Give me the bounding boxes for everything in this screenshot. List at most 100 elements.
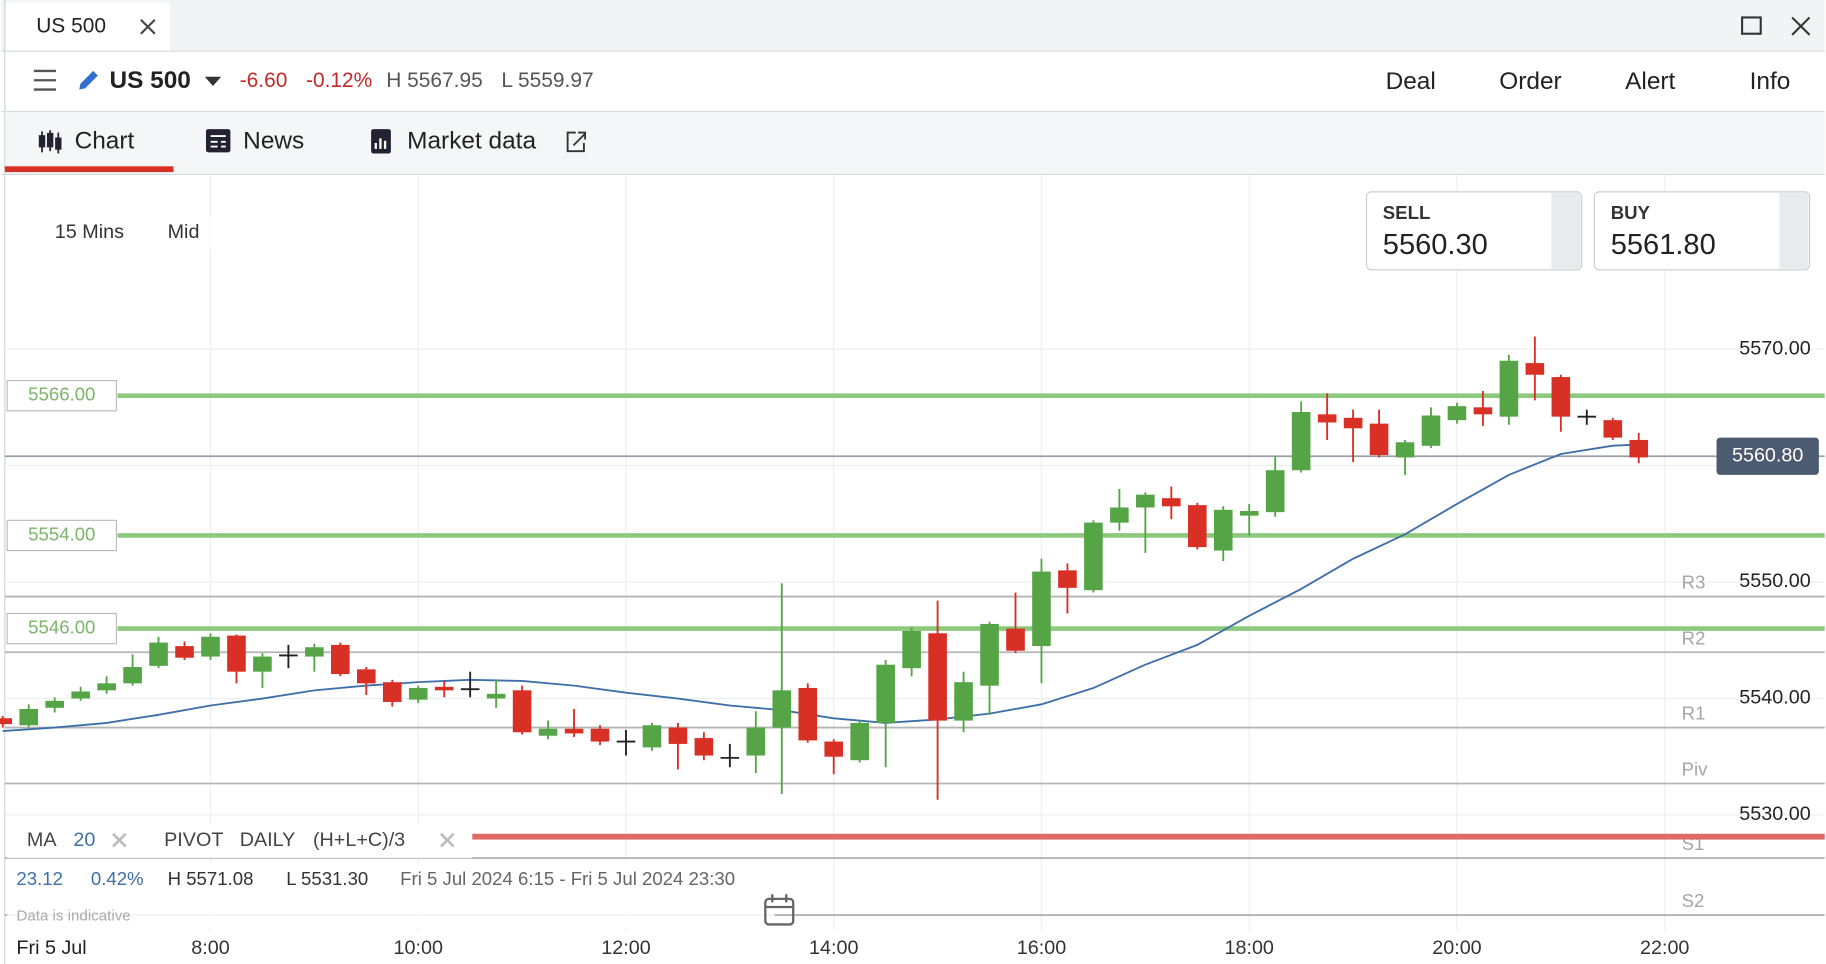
active-tab-indicator <box>4 166 174 173</box>
change-pct: -0.12% <box>306 69 372 92</box>
level-label: 5554.00 <box>28 523 95 544</box>
x-tick-label: 20:00 <box>1432 937 1481 959</box>
candle-body <box>175 646 194 658</box>
action-button[interactable]: Deal <box>1386 68 1436 95</box>
candle-body <box>512 690 532 733</box>
candle-body <box>1084 522 1103 591</box>
buy-label: BUY <box>1611 202 1651 223</box>
external-link-icon[interactable] <box>566 131 587 153</box>
candle-body <box>980 623 999 686</box>
stat-low: L 5531.30 <box>286 868 368 889</box>
candle-body <box>331 644 350 675</box>
remove-indicator[interactable] <box>112 832 127 848</box>
sell-label: SELL <box>1383 202 1431 223</box>
nav-tab[interactable]: Market data <box>407 127 536 154</box>
edit-icon[interactable] <box>79 70 98 90</box>
buy-price: 5561.80 <box>1611 229 1716 261</box>
candle-body <box>1136 494 1155 508</box>
pivot-bar <box>472 833 1825 840</box>
close-window[interactable] <box>1791 16 1811 36</box>
candle-body <box>1421 415 1441 446</box>
candle-body <box>564 728 584 734</box>
tab-title: US 500 <box>36 14 106 37</box>
market-data-icon <box>371 129 391 154</box>
y-tick-label: 5550.00 <box>1739 570 1810 592</box>
candle-body <box>954 682 973 721</box>
candle-body <box>1473 407 1493 415</box>
remove-indicator[interactable] <box>439 832 455 848</box>
tab-bar <box>1 0 1825 52</box>
x-axis-bg <box>5 933 1825 964</box>
last-price-tag <box>1716 437 1819 475</box>
controls-bg <box>36 216 211 249</box>
instrument[interactable]: US 500 <box>109 67 190 94</box>
legend-indicator[interactable]: MA <box>27 829 57 851</box>
menu-icon[interactable] <box>33 69 56 91</box>
legend-param: 20 <box>73 829 95 851</box>
level-label-box[interactable] <box>6 379 118 412</box>
candle-body <box>590 728 610 742</box>
stat-range: Fri 5 Jul 2024 6:15 - Fri 5 Jul 2024 23:… <box>400 868 735 889</box>
level-label-box[interactable] <box>6 612 118 645</box>
candle-body <box>928 633 947 721</box>
dropdown-caret[interactable] <box>204 76 222 87</box>
y-tick-label: 5530.00 <box>1739 803 1810 825</box>
action-button[interactable]: Order <box>1499 68 1561 95</box>
timeframe[interactable]: 15 Mins <box>55 221 124 243</box>
action-button[interactable]: Info <box>1750 68 1791 95</box>
candle-body <box>772 690 792 728</box>
chart-icon <box>38 130 62 154</box>
plot-area: 5530.005540.005550.005560.005570.00R3R2R… <box>0 174 1825 931</box>
candle-body <box>45 700 64 708</box>
date-label: Fri 5 Jul <box>16 937 86 959</box>
pivot-label: R3 <box>1682 572 1706 593</box>
x-tick-label: 16:00 <box>1017 937 1066 959</box>
buy-box[interactable] <box>1593 191 1811 271</box>
candle-body <box>123 667 142 684</box>
candle-body <box>1499 360 1519 417</box>
nav-tab[interactable]: News <box>243 127 304 154</box>
candle-body <box>824 741 844 757</box>
candle-body <box>1525 363 1545 375</box>
candle-body <box>1032 571 1051 647</box>
candle-body <box>876 664 895 723</box>
legend-indicator[interactable]: PIVOT <box>164 829 223 851</box>
candle-body <box>1265 470 1285 513</box>
tab-close[interactable] <box>140 19 156 35</box>
candle-body <box>1110 507 1129 523</box>
candle-body <box>1603 420 1623 438</box>
day-low: L 5559.97 <box>501 69 593 92</box>
maximize[interactable] <box>1741 16 1762 35</box>
candle-body <box>1551 377 1571 417</box>
sell-box[interactable] <box>1365 191 1583 271</box>
candle-body <box>850 722 869 761</box>
legend-formula: (H+L+C)/3 <box>313 829 405 851</box>
ma-line <box>2 443 1639 733</box>
candle-body <box>1162 498 1181 507</box>
candle-body <box>1629 439 1649 458</box>
x-tick-label: 12:00 <box>601 937 650 959</box>
y-tick-label: 5570.00 <box>1739 337 1810 359</box>
calendar-icon[interactable] <box>764 894 795 926</box>
nav-tab[interactable]: Chart <box>75 127 135 154</box>
candle-body <box>1317 414 1337 423</box>
tab[interactable] <box>4 2 170 52</box>
price-type[interactable]: Mid <box>168 221 200 243</box>
day-high: H 5567.95 <box>386 69 483 92</box>
x-tick-label: 8:00 <box>191 937 229 959</box>
stat-change: 23.12 <box>16 868 63 889</box>
candle-body <box>1447 406 1467 421</box>
candle-body <box>1058 570 1077 588</box>
candle-body <box>227 635 246 672</box>
candle-body <box>902 630 921 669</box>
candle-body <box>0 718 13 725</box>
action-button[interactable]: Alert <box>1625 68 1675 95</box>
level-label-box[interactable] <box>6 519 118 552</box>
candle-body <box>486 693 506 699</box>
candle-body <box>694 738 714 756</box>
candle-body <box>1213 509 1233 551</box>
legend-bg <box>7 823 473 859</box>
candle-body <box>382 682 402 702</box>
stats-bg <box>7 862 775 928</box>
